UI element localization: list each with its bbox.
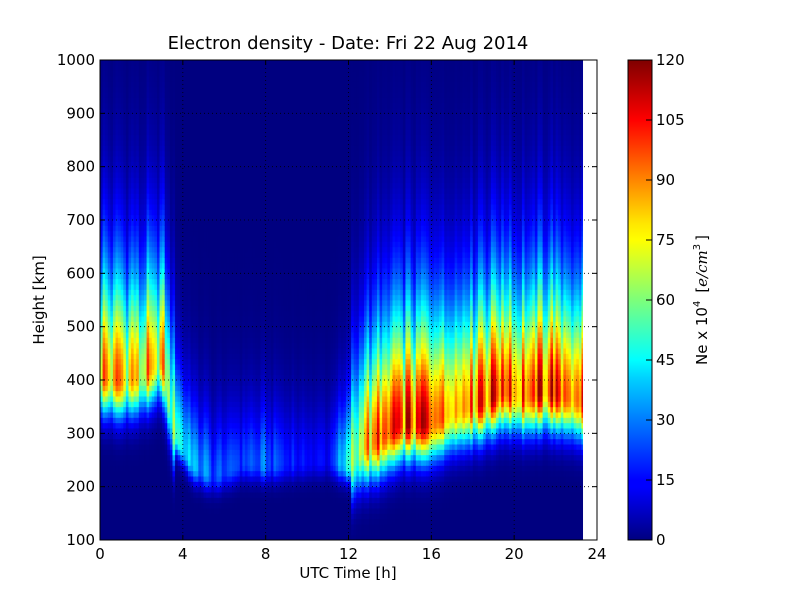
chart-title: Electron density - Date: Fri 22 Aug 2014 bbox=[168, 33, 529, 54]
heatmap-cells bbox=[100, 60, 583, 541]
electron-density-figure: Electron density - Date: Fri 22 Aug 2014… bbox=[0, 0, 800, 600]
